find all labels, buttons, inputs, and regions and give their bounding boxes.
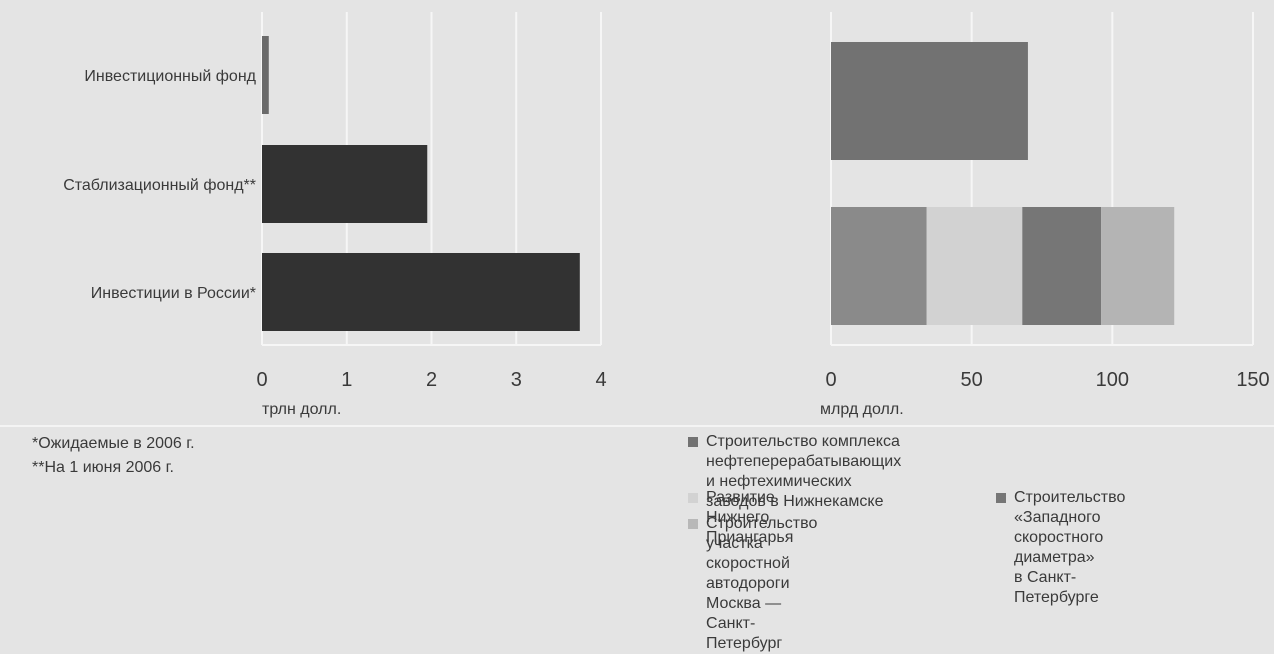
x-tick-label: 2 xyxy=(426,369,437,391)
legend-label: Строительство комплекса нефтеперерабатыв… xyxy=(706,433,902,510)
charts-canvas: Инвестиционный фонд Стаблизационный фонд*… xyxy=(63,12,1270,418)
category-label: Стаблизационный фонд** xyxy=(63,177,256,194)
legend-label: Строительство «Западного скоростного диа… xyxy=(1014,489,1126,606)
category-label: Инвестиционный фонд xyxy=(84,68,256,85)
x-tick-label: 100 xyxy=(1096,369,1129,391)
legend-swatch xyxy=(688,437,698,447)
legend-label: Строительство участка скоростной автодор… xyxy=(706,515,818,652)
legend-item-nizhnekamsk: Строительство комплекса нефтеперерабатыв… xyxy=(688,432,901,512)
x-tick-label: 3 xyxy=(511,369,522,391)
bar-segment xyxy=(831,42,1028,160)
x-tick-label: 0 xyxy=(256,369,267,391)
legend-item-msk-spb-road: Строительство участка скоростной автодор… xyxy=(688,514,817,654)
bar-segment xyxy=(831,207,927,325)
category-label: Инвестиции в России* xyxy=(91,285,256,302)
x-tick-label: 50 xyxy=(961,369,983,391)
bar xyxy=(262,253,580,331)
legend-swatch xyxy=(996,493,1006,503)
footnote-june: **На 1 июня 2006 г. xyxy=(32,459,174,476)
x-tick-label: 0 xyxy=(825,369,836,391)
legend-label: Развитие Нижнего Приангарья xyxy=(706,489,794,546)
x-axis-unit: трлн долл. xyxy=(262,401,341,418)
x-tick-label: 1 xyxy=(341,369,352,391)
bar-segment xyxy=(1022,207,1102,325)
bar-segment xyxy=(1101,207,1175,325)
footnote-expected: *Ожидаемые в 2006 г. xyxy=(32,435,195,452)
legend-item-priangarye: Развитие Нижнего Приангарья xyxy=(688,488,793,548)
bar-segment xyxy=(926,207,1023,325)
x-tick-label: 4 xyxy=(595,369,606,391)
legend-item-zsd: Строительство «Западного скоростного диа… xyxy=(996,488,1125,608)
bar xyxy=(262,36,269,114)
section-divider xyxy=(0,425,1274,427)
x-tick-label: 150 xyxy=(1236,369,1269,391)
footnotes: *Ожидаемые в 2006 г. **На 1 июня 2006 г. xyxy=(32,432,195,480)
bar xyxy=(262,145,428,223)
x-axis-unit: млрд долл. xyxy=(820,401,904,418)
legend-swatch xyxy=(688,493,698,503)
legend-swatch xyxy=(688,519,698,529)
